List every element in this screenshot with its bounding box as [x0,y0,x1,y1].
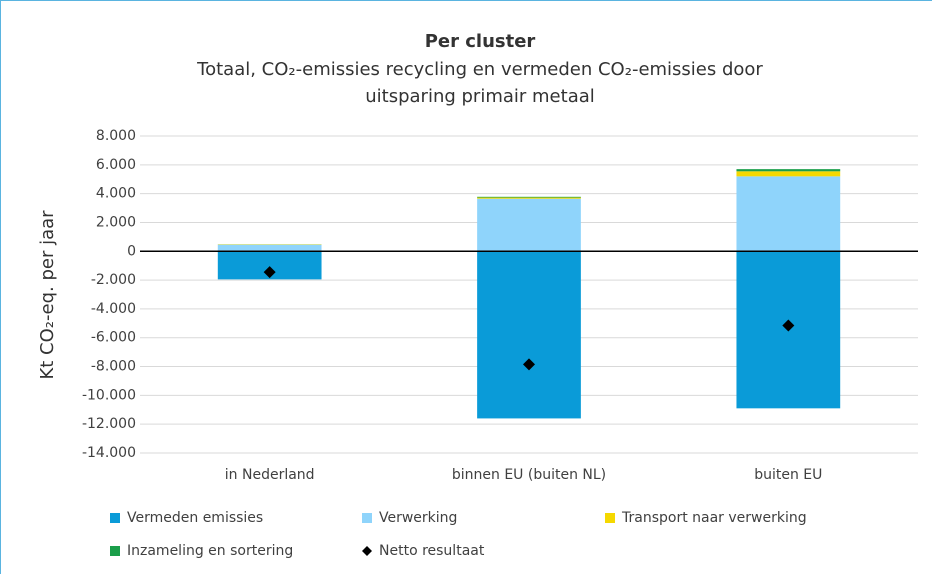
y-tick-label: 4.000 [96,186,136,202]
chart-subtitle: Totaal, CO₂-emissies recycling en vermed… [196,59,763,80]
net-marker [782,319,795,332]
net-marker [263,266,276,279]
y-tick-label: -12.000 [82,416,136,432]
bar-segment [217,244,322,252]
legend-swatch [362,513,372,523]
legend-label: Vermeden emissies [127,510,263,526]
x-tick-label: buiten EU [754,467,822,483]
chart-title: Per cluster [425,31,536,52]
y-tick-label: -14.000 [82,445,136,461]
y-tick-label: -10.000 [82,387,136,403]
legend-swatch [110,546,120,556]
net-marker [523,358,535,371]
bar-segment [736,176,841,252]
y-tick-label: -8.000 [91,359,136,375]
chart-subtitle: uitsparing primair metaal [365,86,595,107]
y-tick-label: -6.000 [91,330,136,346]
legend-label: Inzameling en sortering [127,543,293,559]
y-tick-label: 2.000 [96,214,136,230]
bar-segment [736,169,841,172]
y-tick-label: 8.000 [96,128,136,144]
bar-segment [477,198,581,252]
legend-swatch [110,513,120,523]
y-tick-label: -2.000 [91,272,136,288]
bar-segment [736,171,841,177]
legend-swatch [605,513,615,523]
legend-swatch [362,546,372,556]
legend-label: Verwerking [379,510,457,526]
y-axis-label: Kt CO₂-eq. per jaar [37,210,58,380]
y-tick-label: 6.000 [96,157,136,173]
y-tick-label: -4.000 [91,301,136,317]
y-tick-label: 0 [127,243,136,259]
x-tick-label: in Nederland [225,467,315,483]
legend-label: Netto resultaat [379,543,485,559]
legend-label: Transport naar verwerking [621,510,807,526]
bar-segment [477,197,581,199]
bar-segment [477,251,581,419]
x-tick-label: binnen EU (buiten NL) [452,467,606,483]
bar-segment [477,196,581,198]
